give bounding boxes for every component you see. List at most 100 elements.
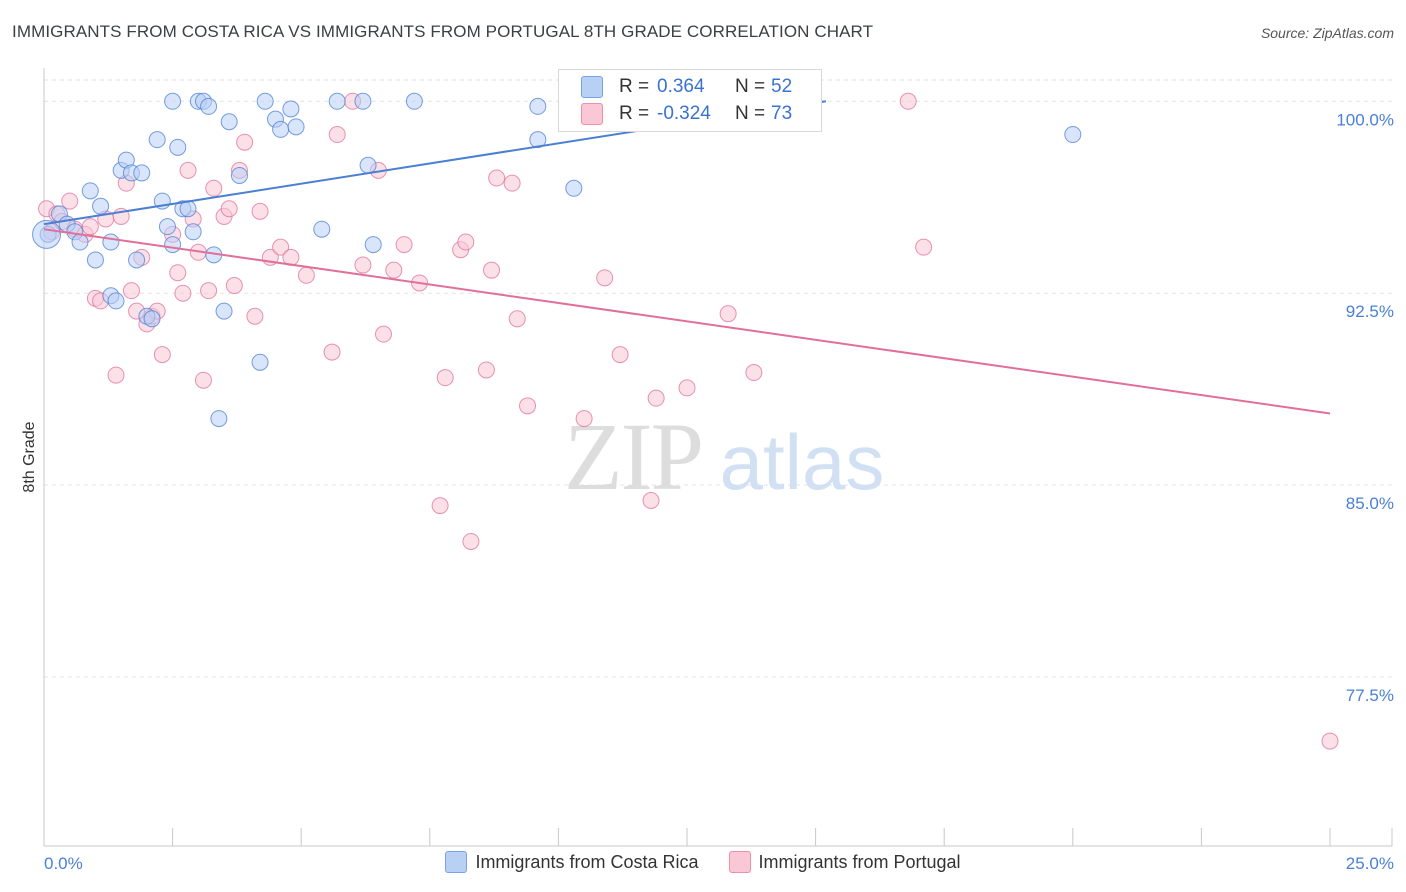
costa-rica-point [354,92,372,110]
portugal-point [1321,732,1339,750]
legend-label-costa-rica: Immigrants from Costa Rica [475,851,699,872]
portugal-point [483,261,501,279]
costa-rica-point [1064,126,1082,144]
costa-rica-point [256,92,274,110]
portugal-point [477,361,495,379]
portugal-point [462,532,480,550]
costa-rica-point [184,223,202,241]
portugal-point [596,269,614,287]
legend-swatch-pink [581,103,603,125]
portugal-point [251,202,269,220]
n-value: 52 [771,76,793,97]
legend-label-portugal: Immigrants from Portugal [758,851,961,872]
portugal-point [61,192,79,210]
portugal-point [508,310,526,328]
portugal-point [457,233,475,251]
portugal-point [488,169,506,187]
costa-rica-point [565,179,583,197]
legend-row-costa-rica: R = 0.364 N = 52 [581,74,792,100]
legend-item-costa-rica[interactable]: Immigrants from Costa Rica [445,851,699,873]
costa-rica-point [169,138,187,156]
costa-rica-point [328,92,346,110]
x-tick-label-min: 0.0% [44,854,83,873]
r-value: 0.364 [657,76,705,97]
y-tick-label: 85.0% [1346,494,1394,513]
portugal-point [194,371,212,389]
costa-rica-point [215,302,233,320]
portugal-point [395,236,413,254]
costa-rica-point [107,292,125,310]
portugal-point [169,264,187,282]
costa-rica-point [251,353,269,371]
portugal-point [246,307,264,325]
portugal-point [328,126,346,144]
portugal-trend-line [43,228,1331,415]
watermark-atlas: atlas [720,418,885,506]
legend-swatch-blue [581,76,603,98]
portugal-point [107,366,125,384]
portugal-point [719,305,737,323]
correlation-legend: R = 0.364 N = 52 R = -0.324 N = 73 [558,69,822,132]
portugal-point [899,92,917,110]
costa-rica-point [133,164,151,182]
costa-rica-point [230,166,248,184]
trend-lines [43,100,1331,415]
costa-rica-point [364,236,382,254]
portugal-point [575,410,593,428]
portugal-point [179,161,197,179]
costa-rica-point [164,236,182,254]
costa-rica-point [287,118,305,136]
portugal-point [205,179,223,197]
portugal-point [915,238,933,256]
portugal-point [297,266,315,284]
costa-rica-point [220,113,238,131]
costa-rica-point [529,97,547,115]
chart-title: IMMIGRANTS FROM COSTA RICA VS IMMIGRANTS… [12,22,874,41]
n-value: 73 [771,103,793,124]
costa-rica-point [128,251,146,269]
legend-swatch-costa-rica [445,851,468,873]
costa-rica-point [86,251,104,269]
costa-rica-point [143,310,161,328]
costa-rica-point [282,100,300,118]
portugal-point [431,497,449,515]
legend-row-portugal: R = -0.324 N = 73 [581,101,792,127]
costa-rica-point [102,233,120,251]
y-tick-labels: 100.0% 92.5% 85.0% 77.5% [1336,110,1394,705]
x-tick-marks [43,828,1393,846]
legend-swatch-portugal [728,851,751,873]
x-tick-label-max: 25.0% [1346,854,1394,873]
portugal-point [647,389,665,407]
portugal-point [436,369,454,387]
costa-rica-point [92,197,110,215]
axes [43,68,1392,847]
portugal-point [200,282,218,300]
costa-rica-point [210,410,228,428]
costa-rica-point [32,219,62,249]
portugal-point [323,343,341,361]
costa-rica-point [148,131,166,149]
r-label: R = [619,76,650,97]
costa-rica-point [200,97,218,115]
y-tick-label: 77.5% [1346,686,1394,705]
r-label: R = [619,103,650,124]
y-tick-label: 92.5% [1346,302,1394,321]
portugal-point [678,379,696,397]
watermark: ZIP atlas [564,403,884,510]
costa-rica-point [158,218,176,236]
costa-rica-point [359,156,377,174]
legend-item-portugal[interactable]: Immigrants from Portugal [728,851,961,873]
costa-rica-point [313,220,331,238]
r-value: -0.324 [657,103,711,124]
portugal-point [174,284,192,302]
y-tick-label: 100.0% [1336,110,1394,129]
portugal-point [375,325,393,343]
costa-rica-point [81,182,99,200]
portugal-point [354,256,372,274]
costa-rica-point [529,131,547,149]
series-legend: Immigrants from Costa Rica Immigrants fr… [0,851,1406,873]
portugal-point [236,133,254,151]
portugal-point [642,492,660,510]
portugal-point [122,282,140,300]
